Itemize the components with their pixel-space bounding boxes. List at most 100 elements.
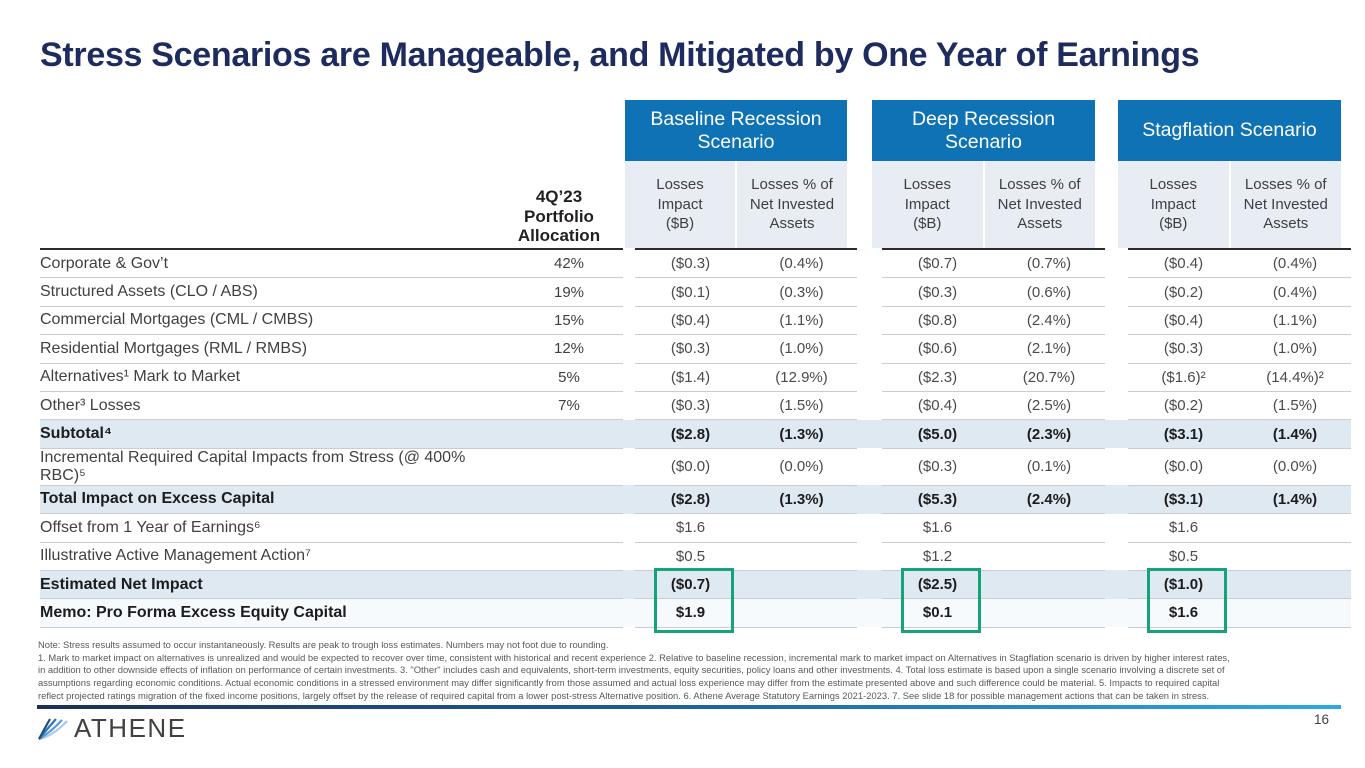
allocation-header-line: Portfolio xyxy=(524,206,594,226)
value-cell: $1.2 xyxy=(882,542,993,571)
value-cell: (0.4%) xyxy=(746,248,857,279)
stress-scenarios-table: Corporate & Gov’t 42% ($0.3) (0.4%) ($0.7) (0… xyxy=(40,248,1351,628)
subheader-column-label: Losses % of Net Invested Assets xyxy=(737,161,847,248)
value-cell: (20.7%) xyxy=(993,363,1105,392)
scenario-header-label: Baseline Recession Scenario xyxy=(650,107,822,153)
allocation-cell xyxy=(515,513,623,543)
footnotes: Note: Stress results assumed to occur in… xyxy=(38,639,1346,703)
subheader-line: Net Invested xyxy=(997,195,1082,213)
allocation-cell xyxy=(515,570,623,600)
gap-cell xyxy=(623,542,635,570)
gap-cell xyxy=(857,249,882,278)
allocation-cell xyxy=(515,419,623,449)
gap-cell xyxy=(1105,335,1128,363)
row-label: Structured Assets (CLO / ABS) xyxy=(40,277,515,307)
value-cell xyxy=(746,513,857,543)
subheader-column-label: Losses % of Net Invested Assets xyxy=(1231,161,1342,248)
value-cell: $0.5 xyxy=(635,542,746,571)
value-cell: $1.6 xyxy=(635,513,746,543)
subheader-column-label: Losses % of Net Invested Assets xyxy=(985,161,1096,248)
value-cell: ($0.3) xyxy=(635,334,746,364)
gap-cell xyxy=(857,391,882,419)
value-cell: ($3.1) xyxy=(1128,485,1239,515)
gap-cell xyxy=(1105,448,1128,485)
value-cell: ($1.0) xyxy=(1128,570,1239,600)
gap-cell xyxy=(857,363,882,391)
athene-swoosh-icon xyxy=(38,717,68,740)
allocation-cell: 19% xyxy=(515,277,623,307)
value-cell xyxy=(993,570,1105,600)
value-cell: ($1.4) xyxy=(635,363,746,392)
value-cell: (2.1%) xyxy=(993,334,1105,364)
value-cell: (0.0%) xyxy=(746,448,857,486)
allocation-cell: 12% xyxy=(515,334,623,364)
gap-cell xyxy=(623,485,635,514)
subheader-line: Assets xyxy=(769,215,815,233)
row-label: Other³ Losses xyxy=(40,391,515,421)
gap-cell xyxy=(857,570,882,599)
value-cell: $1.6 xyxy=(1128,598,1239,628)
scenario-header-deep: Deep Recession Scenario xyxy=(872,100,1095,161)
gap-cell xyxy=(1105,391,1128,419)
value-cell: ($0.8) xyxy=(882,306,993,336)
gap-cell xyxy=(623,363,635,391)
gap-cell xyxy=(623,514,635,542)
subheader-column-label: Losses Impact ($B) xyxy=(872,161,983,248)
subheader-line: Losses % of xyxy=(751,176,833,194)
value-cell: ($0.4) xyxy=(882,391,993,421)
subheader-line: Assets xyxy=(1263,215,1309,233)
value-cell: ($0.4) xyxy=(635,306,746,336)
table-row: Offset from 1 Year of Earnings⁶ $1.6 $1.6 $… xyxy=(40,513,1351,543)
value-cell: (1.1%) xyxy=(1239,306,1351,336)
value-cell: ($0.3) xyxy=(635,391,746,421)
value-cell: $1.9 xyxy=(635,598,746,628)
value-cell: (1.4%) xyxy=(1239,419,1351,449)
gap-cell xyxy=(857,485,882,514)
subheader-line: Impact xyxy=(657,195,703,213)
value-cell: (0.6%) xyxy=(993,277,1105,307)
subheader-baseline: Losses Impact ($B) Losses % of Net Invested A… xyxy=(625,161,847,248)
value-cell: (1.0%) xyxy=(746,334,857,364)
table-row: Residential Mortgages (RML / RMBS) 12% ($0… xyxy=(40,334,1351,364)
value-cell: (12.9%) xyxy=(746,363,857,392)
row-label: Illustrative Active Management Action⁷ xyxy=(40,542,515,571)
table-row: Memo: Pro Forma Excess Equity Capital $1.… xyxy=(40,598,1351,628)
gap-cell xyxy=(623,570,635,599)
scenario-header-stagflation: Stagflation Scenario xyxy=(1118,100,1341,161)
allocation-cell xyxy=(515,542,623,571)
value-cell xyxy=(993,598,1105,628)
gap-cell xyxy=(623,306,635,334)
value-cell: ($0.0) xyxy=(635,448,746,486)
gap-cell xyxy=(857,306,882,334)
value-cell xyxy=(993,513,1105,543)
value-cell: (1.0%) xyxy=(1239,334,1351,364)
table-row: Subtotal⁴ ($2.8) (1.3%) ($5.0) (2.3%) ($3.1)(… xyxy=(40,419,1351,449)
value-cell: (0.3%) xyxy=(746,277,857,307)
gap-cell xyxy=(623,598,635,628)
row-label: Offset from 1 Year of Earnings⁶ xyxy=(40,513,515,543)
allocation-cell: 5% xyxy=(515,363,623,392)
value-cell: $1.6 xyxy=(882,513,993,543)
value-cell: ($0.3) xyxy=(882,277,993,307)
row-label: Alternatives¹ Mark to Market xyxy=(40,363,515,392)
gap-cell xyxy=(623,278,635,306)
allocation-cell: 7% xyxy=(515,391,623,421)
value-cell: ($5.0) xyxy=(882,419,993,449)
value-cell: (1.3%) xyxy=(746,485,857,515)
value-cell: ($0.3) xyxy=(882,448,993,486)
athene-logo-text: ATHENE xyxy=(74,713,187,743)
value-cell: ($0.6) xyxy=(882,334,993,364)
row-label: Corporate & Gov’t xyxy=(40,248,515,279)
footnote-line: reflect projected ratings migration of t… xyxy=(38,689,1210,701)
value-cell: ($0.7) xyxy=(882,248,993,279)
gap-cell xyxy=(857,419,882,449)
value-cell: $1.6 xyxy=(1128,513,1239,543)
gap-cell xyxy=(1105,570,1128,599)
table-row: Structured Assets (CLO / ABS) 19% ($0.1) (0… xyxy=(40,277,1351,307)
subheader-line: ($B) xyxy=(665,215,695,233)
table-row: Illustrative Active Management Action⁷ $0… xyxy=(40,542,1351,571)
value-cell: (2.5%) xyxy=(993,391,1105,421)
gap-cell xyxy=(1105,249,1128,278)
value-cell: $0.5 xyxy=(1128,542,1239,571)
scenario-header-label: Stagflation Scenario xyxy=(1142,119,1317,141)
